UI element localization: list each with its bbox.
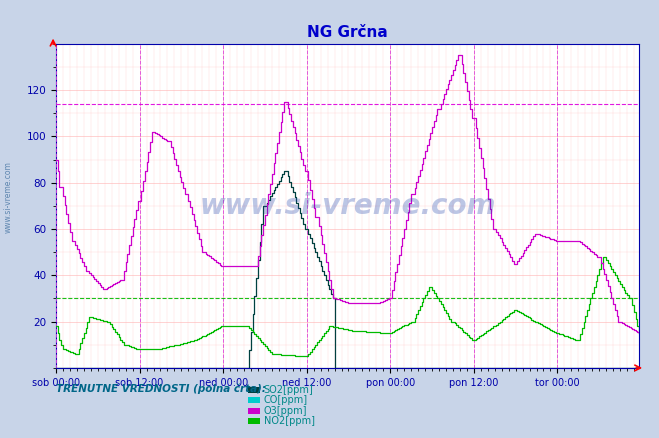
Text: TRENUTNE VREDNOSTI (polna črta):: TRENUTNE VREDNOSTI (polna črta): [56, 384, 266, 394]
Text: www.si-vreme.com: www.si-vreme.com [200, 192, 496, 220]
Text: www.si-vreme.com: www.si-vreme.com [3, 161, 13, 233]
Text: NO2[ppm]: NO2[ppm] [264, 417, 314, 426]
Text: O3[ppm]: O3[ppm] [264, 406, 307, 416]
Text: CO[ppm]: CO[ppm] [264, 396, 308, 405]
Text: SO2[ppm]: SO2[ppm] [264, 385, 313, 395]
Title: NG Grčna: NG Grčna [307, 25, 388, 40]
